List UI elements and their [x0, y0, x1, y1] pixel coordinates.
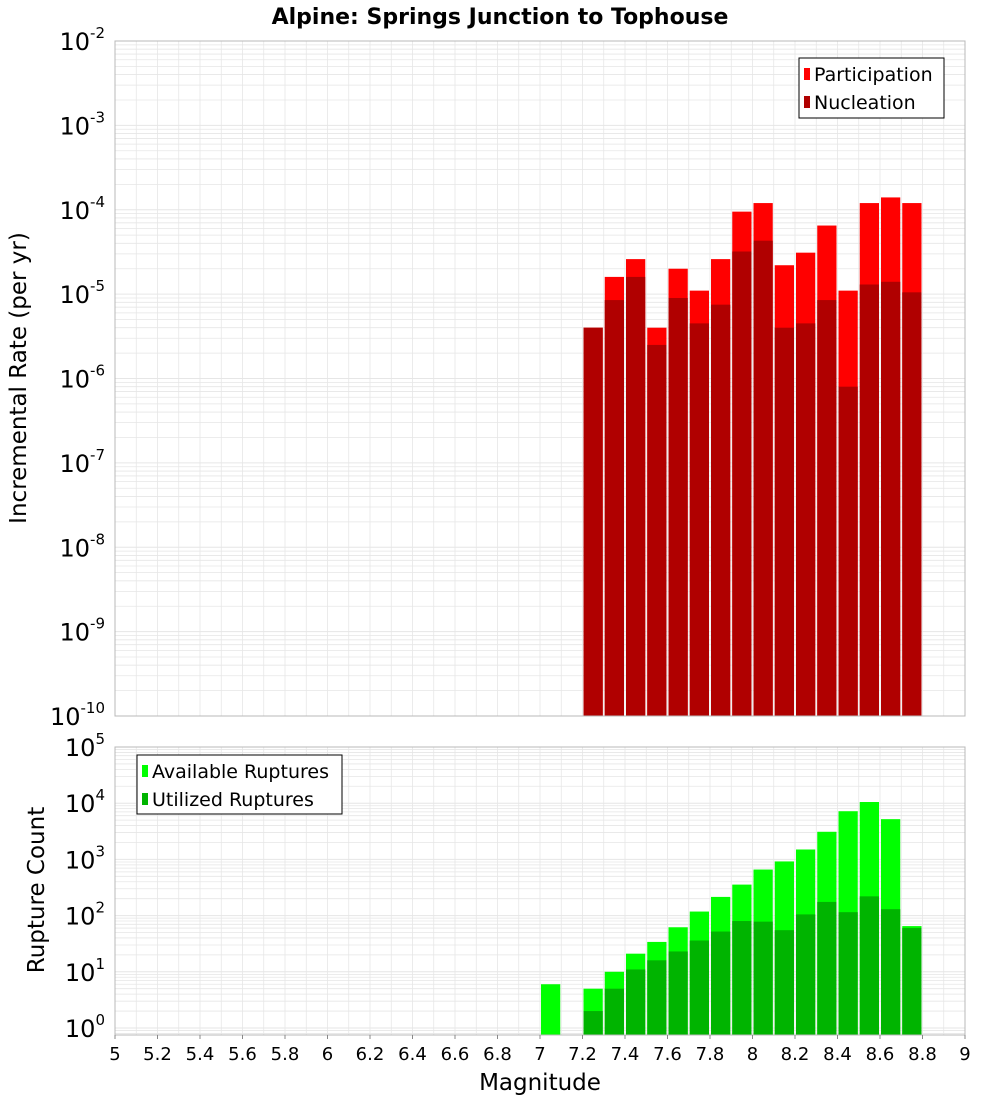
x-axis-label: Magnitude — [479, 1070, 601, 1096]
count-x-tick-label: 7.8 — [696, 1044, 725, 1065]
rate-bar-nucleation — [796, 323, 816, 716]
rate-bar-nucleation — [859, 284, 879, 716]
rupture-count-panel: 100 101 102 103 104 105 5 5.2 5.4 5.6 5.8 6 6.2 6.4 6.… — [65, 730, 971, 1065]
rate-plot-border — [114, 40, 966, 717]
count-y-tick-label: 103 — [65, 842, 105, 874]
rate-legend-label: Participation — [814, 64, 933, 86]
count-bar-utilized-ruptures — [583, 1011, 603, 1035]
rate-y-axis-label: Incremental Rate (per yr) — [6, 232, 32, 524]
count-x-tick-label: 7 — [534, 1044, 545, 1065]
rate-y-tick-label: 10-6 — [59, 362, 105, 394]
count-x-tick-label: 7.2 — [568, 1044, 597, 1065]
count-bar-available-ruptures — [541, 984, 561, 1035]
rate-bar-nucleation — [711, 304, 731, 716]
count-x-tick-label: 7.4 — [611, 1044, 640, 1065]
count-legend-box — [136, 754, 343, 815]
count-x-tick-label: 5.2 — [143, 1044, 172, 1065]
count-bar-utilized-ruptures — [817, 901, 837, 1035]
count-bar-utilized-ruptures — [774, 930, 794, 1035]
count-x-tick-label: 8.8 — [908, 1044, 937, 1065]
count-bar-utilized-ruptures — [753, 921, 773, 1035]
rate-y-tick-label: 10-7 — [59, 446, 105, 478]
rate-bar-nucleation — [668, 297, 688, 716]
rate-legend-box — [798, 57, 945, 119]
count-x-tick-label: 8.2 — [781, 1044, 810, 1065]
count-legend-swatch — [142, 765, 148, 777]
count-x-tick-label: 8.4 — [823, 1044, 852, 1065]
count-legend-swatch — [142, 793, 148, 805]
count-x-tick-label: 5.8 — [271, 1044, 300, 1065]
count-x-tick-label: 7.6 — [653, 1044, 682, 1065]
count-bar-utilized-ruptures — [881, 909, 901, 1035]
rate-bar-nucleation — [583, 327, 603, 716]
count-x-tick-label: 8.6 — [866, 1044, 895, 1065]
rate-bar-nucleation — [647, 344, 667, 716]
count-y-axis-label: Rupture Count — [24, 807, 50, 973]
count-y-tick-label: 100 — [65, 1011, 105, 1043]
count-x-tick-label: 5.4 — [186, 1044, 215, 1065]
chart-title: Alpine: Springs Junction to Tophouse — [272, 5, 729, 30]
count-x-tick-label: 6.2 — [356, 1044, 385, 1065]
count-bar-utilized-ruptures — [711, 931, 731, 1035]
count-y-tick-label: 101 — [65, 955, 105, 987]
count-bar-utilized-ruptures — [859, 896, 879, 1035]
count-bar-utilized-ruptures — [689, 940, 709, 1035]
count-bar-utilized-ruptures — [902, 928, 922, 1035]
rate-bar-nucleation — [774, 327, 794, 716]
count-x-tick-label: 6.6 — [441, 1044, 470, 1065]
rate-legend-swatch — [804, 68, 810, 80]
rate-bar-nucleation — [881, 281, 901, 716]
rate-y-tick-label: 10-8 — [59, 530, 105, 562]
rate-legend-swatch — [804, 96, 810, 108]
count-x-tick-label: 8 — [747, 1044, 758, 1065]
count-x-tick-label: 5.6 — [228, 1044, 257, 1065]
count-y-tick-label: 105 — [65, 730, 105, 762]
count-x-tick-label: 6.8 — [483, 1044, 512, 1065]
rate-y-tick-label: 10-2 — [59, 24, 105, 56]
rate-bar-nucleation — [732, 251, 752, 716]
count-legend-label: Utilized Ruptures — [152, 789, 314, 811]
rate-panel: 10-10 10-9 10-8 10-7 10-6 10-5 10-4 10-3 10-2 Par… — [50, 24, 966, 731]
rate-bar-nucleation — [753, 240, 773, 717]
rate-legend-label: Nucleation — [814, 92, 916, 114]
count-bar-utilized-ruptures — [647, 960, 667, 1035]
rate-bar-nucleation — [626, 276, 646, 716]
count-bar-utilized-ruptures — [732, 921, 752, 1035]
count-x-tick-label: 6 — [322, 1044, 333, 1065]
count-bar-utilized-ruptures — [668, 951, 688, 1035]
count-bar-utilized-ruptures — [604, 988, 624, 1035]
rate-y-tick-label: 10-4 — [59, 193, 105, 225]
rate-bar-nucleation — [838, 386, 858, 716]
rate-bar-nucleation — [817, 300, 837, 716]
rate-y-tick-label: 10-10 — [50, 699, 105, 731]
rate-y-tick-label: 10-5 — [59, 277, 105, 309]
count-bar-utilized-ruptures — [796, 914, 816, 1035]
rate-y-tick-label: 10-9 — [59, 615, 105, 647]
rate-bar-nucleation — [902, 292, 922, 716]
count-x-tick-label: 5 — [109, 1044, 120, 1065]
count-x-tick-label: 9 — [959, 1044, 970, 1065]
count-legend-label: Available Ruptures — [152, 761, 329, 783]
rate-bar-nucleation — [689, 323, 709, 716]
count-bar-utilized-ruptures — [626, 969, 646, 1035]
count-y-tick-label: 104 — [65, 786, 105, 818]
rate-bar-nucleation — [604, 300, 624, 716]
count-y-tick-label: 102 — [65, 899, 105, 931]
rate-y-tick-label: 10-3 — [59, 108, 105, 140]
count-x-tick-label: 6.4 — [398, 1044, 427, 1065]
count-bar-utilized-ruptures — [838, 912, 858, 1035]
